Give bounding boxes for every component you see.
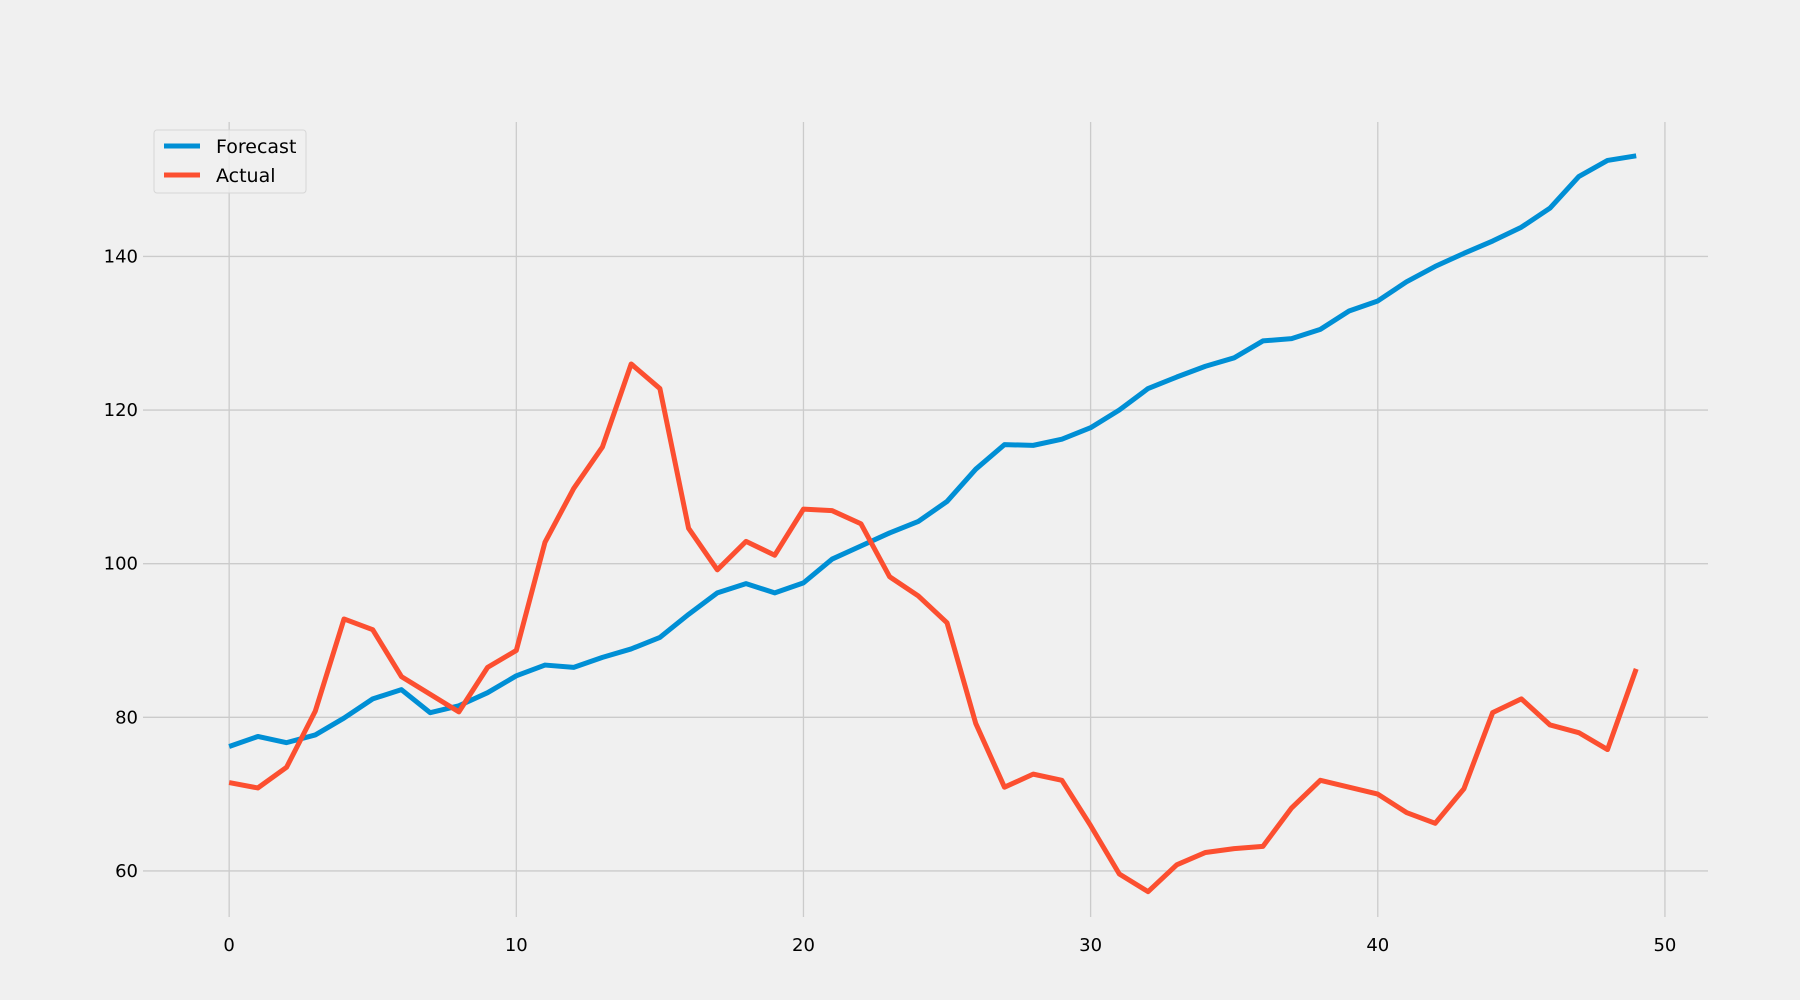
y-tick-label: 120 [104, 400, 138, 421]
grid [143, 122, 1708, 917]
x-tick-label: 10 [505, 935, 528, 956]
series-lines [228, 153, 1639, 895]
x-tick-label: 40 [1366, 935, 1389, 956]
legend-label-actual: Actual [216, 165, 276, 187]
y-tick-label: 60 [115, 861, 138, 882]
series-line-forecast [228, 153, 1637, 749]
y-tick-label: 100 [104, 554, 138, 575]
x-tick-label: 0 [223, 935, 234, 956]
x-tick-label: 30 [1079, 935, 1102, 956]
tick-labels: 0 10 20 30 40 50 60 80 100 120 140 [104, 246, 1677, 956]
x-tick-label: 50 [1653, 935, 1676, 956]
y-tick-label: 140 [104, 246, 138, 267]
series-line-actual [228, 361, 1639, 895]
legend: Forecast Actual [153, 129, 307, 194]
legend-label-forecast: Forecast [216, 136, 296, 158]
y-tick-label: 80 [115, 707, 138, 728]
x-tick-label: 20 [792, 935, 815, 956]
